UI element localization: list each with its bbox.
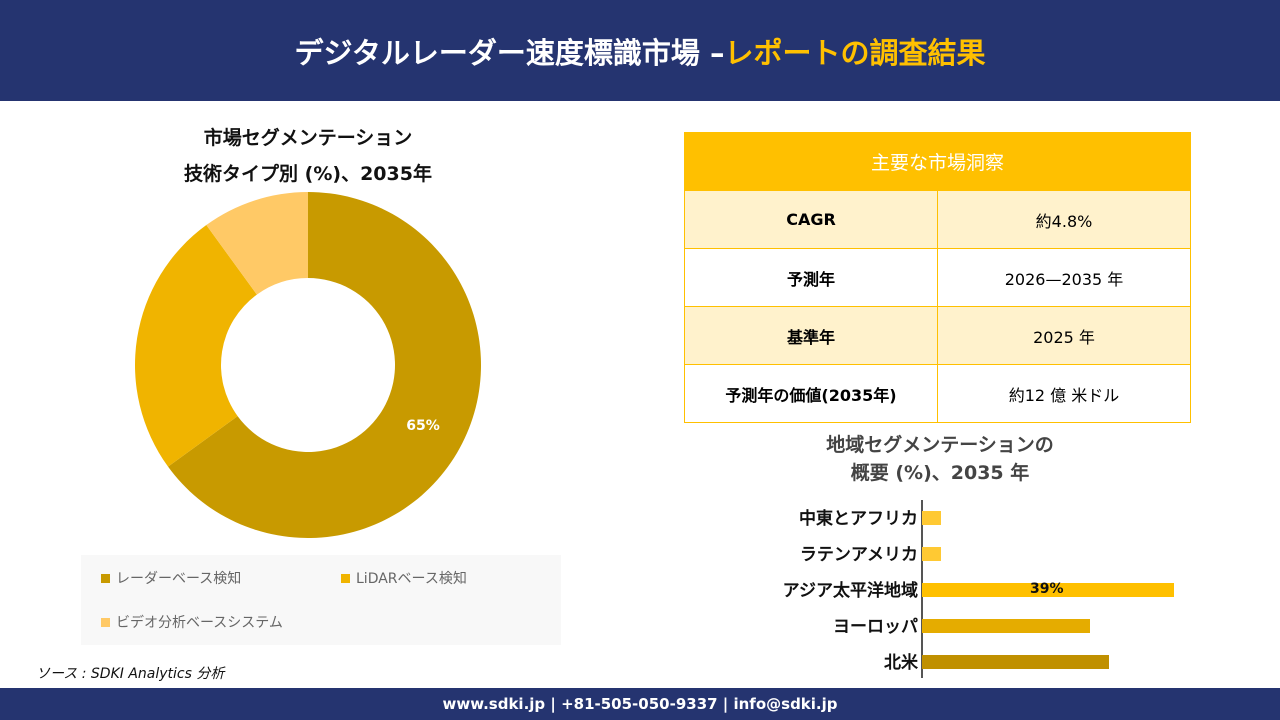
bar-title-line1: 地域セグメンテーションの (826, 434, 1054, 456)
insights-table: 主要な市場洞察 CAGR 約4.8% 予測年 2026—2035 年 基準年 2025… (684, 132, 1191, 423)
insights-title: 主要な市場洞察 (684, 132, 1191, 191)
bar-row: アジア太平洋地域 39% (740, 572, 1200, 602)
legend-item: ビデオ分析ベースシステム (101, 612, 283, 632)
legend-label: ビデオ分析ベースシステム (116, 615, 283, 631)
bar-category-label: 北米 (884, 653, 918, 673)
row-value: 約4.8% (937, 190, 1191, 249)
bar (922, 655, 1110, 669)
row-value: 約12 億 米ドル (937, 364, 1191, 423)
donut-legend: レーダーベース検知 LiDARベース検知 ビデオ分析ベースシステム (81, 555, 561, 645)
header-banner: デジタルレーダー速度標識市場 – レポートの調査結果 (0, 0, 1280, 101)
row-label: 基準年 (684, 306, 938, 365)
legend-swatch (341, 573, 350, 583)
legend-item: レーダーベース検知 (101, 568, 241, 588)
legend-label: レーダーベース検知 (116, 571, 242, 587)
donut-title-line1: 市場セグメンテーション (203, 127, 413, 149)
bar-data-label: 39% (1030, 581, 1064, 597)
table-row: 予測年の価値(2035年) 約12 億 米ドル (684, 364, 1191, 423)
table-row: 予測年 2026—2035 年 (684, 248, 1191, 307)
row-label: 予測年の価値(2035年) (684, 364, 938, 423)
bar-row: 中東とアフリカ (740, 500, 1200, 530)
bar (922, 619, 1090, 633)
bar-category-label: 中東とアフリカ (799, 509, 918, 529)
legend-swatch (101, 573, 110, 583)
row-value: 2026—2035 年 (937, 248, 1191, 307)
source-note: ソース : SDKI Analytics 分析 (36, 666, 225, 682)
legend-label: LiDARベース検知 (356, 571, 467, 587)
donut-title-line2: 技術タイプ別 (%)、2035年 (184, 163, 432, 185)
page-title-highlight: レポートの調査結果 (724, 35, 986, 70)
donut-slice (206, 192, 308, 295)
row-label: CAGR (684, 190, 938, 249)
footer-contact: www.sdki.jp | +81-505-050-9337 | info@sd… (0, 688, 1280, 720)
bar-row: ヨーロッパ (740, 608, 1200, 638)
bar-row: ラテンアメリカ (740, 536, 1200, 566)
table-row: 基準年 2025 年 (684, 306, 1191, 365)
donut-data-label: 65% (406, 418, 440, 434)
bar (922, 511, 942, 525)
table-row: CAGR 約4.8% (684, 190, 1191, 249)
bar-category-label: アジア太平洋地域 (782, 581, 918, 601)
bar-category-label: ラテンアメリカ (799, 545, 918, 565)
bar (922, 583, 1174, 597)
page-title: デジタルレーダー速度標識市場 – (294, 35, 725, 70)
donut-slice (168, 192, 482, 539)
row-value: 2025 年 (937, 306, 1191, 365)
bar-row: 北米 (740, 644, 1200, 674)
bar-category-label: ヨーロッパ (833, 617, 918, 637)
donut-slice (134, 225, 257, 467)
row-label: 予測年 (684, 248, 938, 307)
bar (922, 547, 942, 561)
bar-chart: 中東とアフリカ ラテンアメリカアジア太平洋地域 39% ヨーロッパ北米 (740, 500, 1200, 680)
legend-item: LiDARベース検知 (341, 568, 467, 588)
legend-swatch (101, 617, 110, 627)
bar-title-line2: 概要 (%)、2035 年 (850, 462, 1030, 484)
